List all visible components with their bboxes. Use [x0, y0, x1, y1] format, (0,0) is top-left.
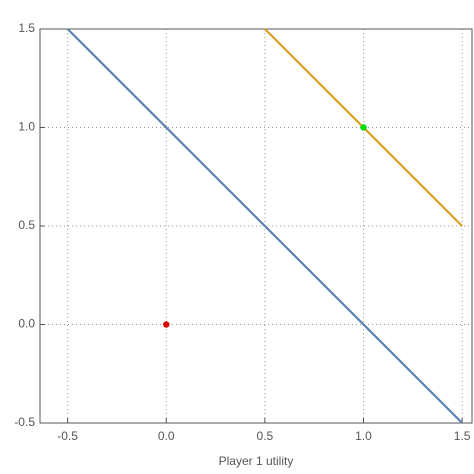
x-tick-label: 0.5 — [257, 429, 274, 443]
line — [66, 28, 463, 424]
x-tick-label: 0.0 — [158, 429, 175, 443]
point — [163, 321, 170, 328]
x-tick-label: 1.0 — [355, 429, 372, 443]
y-tick-label: 1.5 — [18, 21, 35, 35]
x-tick-label: -0.5 — [57, 429, 78, 443]
y-tick-label: 0.5 — [18, 218, 35, 232]
y-tick-label: 0.0 — [18, 317, 35, 331]
y-tick-label: -0.5 — [14, 415, 35, 429]
y-tick-label: 1.0 — [18, 120, 35, 134]
x-axis-label: Player 1 utility — [219, 454, 294, 468]
x-tick-label: 1.5 — [454, 429, 471, 443]
plot-frame — [39, 28, 473, 424]
point — [360, 124, 367, 131]
